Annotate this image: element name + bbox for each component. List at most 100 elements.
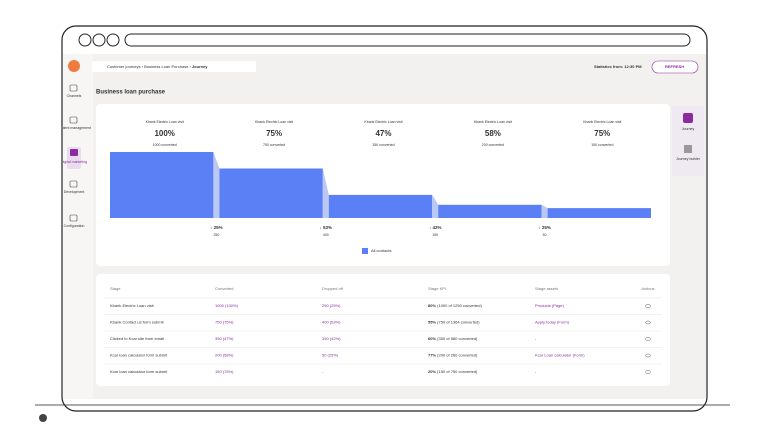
view-action[interactable] — [645, 353, 651, 358]
stage-percent: 58% — [485, 129, 501, 138]
cell: 1000 (100%) — [215, 303, 239, 308]
crumb[interactable]: Business Loan Purchase — [144, 64, 189, 69]
sidebar-label[interactable]: Channels — [67, 94, 82, 98]
stage-name: Kbank Electric Loan visit — [364, 120, 402, 124]
breadcrumb-bar — [92, 61, 256, 72]
stage-percent: 75% — [594, 129, 610, 138]
cell: 150 (75%) — [215, 369, 234, 374]
window-dot — [106, 33, 120, 47]
builder-icon[interactable] — [684, 145, 692, 153]
cell: 400 (53%) — [322, 320, 341, 325]
crumb[interactable]: Journey — [192, 64, 208, 69]
funnel-bar — [328, 194, 433, 218]
sidebar-icon — [69, 214, 78, 222]
drop-count: 400 — [323, 233, 329, 237]
view-action[interactable] — [645, 304, 651, 308]
funnel-bar — [438, 204, 542, 218]
stage-converted: 150 converted — [591, 143, 613, 147]
drop-percent: ↓ 53% — [320, 225, 333, 230]
stage-name: Kbank Electric Loan visit — [255, 120, 293, 124]
kpi-part: (200 of 260 converted) — [437, 353, 478, 358]
sidebar-label[interactable]: Digital marketing — [61, 160, 87, 164]
cell[interactable]: Apply today (Form) — [535, 320, 570, 325]
sidebar-icon — [69, 180, 78, 188]
legend-swatch — [362, 248, 368, 254]
cell: 150 (42%) — [322, 336, 341, 341]
breadcrumb[interactable]: Customer journeys › Business Loan Purcha… — [107, 64, 208, 69]
table-header: Dropped off — [322, 286, 344, 291]
stage-converted: 350 converted — [372, 143, 394, 147]
icon — [70, 149, 78, 156]
kpi-part: (750 of 1364 converted) — [437, 320, 480, 325]
cell: 750 (75%) — [215, 320, 234, 325]
drop-percent: ↓ 25% — [210, 225, 223, 230]
drop-percent: ↓ 42% — [429, 225, 442, 230]
panel-label: Journey builder — [676, 157, 701, 161]
view-action[interactable] — [645, 320, 651, 325]
kpi-part: (350 of 580 converted) — [437, 336, 478, 341]
sidebar-label[interactable]: Configuration — [64, 224, 85, 228]
cell: 200 (58%) — [215, 353, 234, 358]
address-bar[interactable] — [124, 33, 691, 47]
stage-name: Kbank Electric Loan visit — [146, 120, 184, 124]
funnel-connector — [322, 168, 329, 218]
funnel-bar — [110, 152, 214, 218]
cell[interactable]: Kcar Loan calculator (Form) — [535, 353, 585, 358]
stage-converted: 200 converted — [482, 143, 504, 147]
stage-converted: 1000 converted — [153, 143, 177, 147]
cell: Kbank Contact us form submit — [110, 320, 164, 325]
sidebar-icon — [69, 116, 78, 124]
view-action[interactable] — [645, 337, 651, 341]
funnel-bar — [219, 168, 323, 218]
sep: › — [141, 64, 145, 69]
crumb[interactable]: Customer journeys — [107, 64, 141, 69]
cell: - — [535, 336, 537, 341]
cell: Kbank Electric Loan visit — [110, 303, 154, 308]
table-header: Actions — [641, 286, 654, 291]
kpi-part: 20% — [428, 369, 436, 374]
sep: › — [188, 64, 192, 69]
funnel-bar — [547, 208, 651, 218]
drop-count: 250 — [213, 233, 219, 237]
cell: 250 (25%) — [322, 303, 341, 308]
kpi-part: 55% — [428, 320, 436, 325]
cell: 77% (200 of 260 converted) — [428, 353, 478, 358]
sidebar-label[interactable]: Development — [64, 190, 85, 194]
cell: 80% (1000 of 1250 converted) — [428, 303, 483, 308]
window-dot — [78, 33, 92, 47]
logo[interactable] — [68, 60, 80, 72]
stage-percent: 47% — [375, 129, 391, 138]
cell: Clicked to Kcar site from email — [110, 336, 164, 341]
cell: 55% (750 of 1364 converted) — [428, 320, 480, 325]
cell[interactable]: Products (Page) — [535, 303, 565, 308]
funnel-connector — [213, 152, 220, 218]
cell: Kcar loan calculator form submit — [110, 353, 168, 358]
view-action[interactable] — [645, 370, 651, 374]
table-header: Stage KPI — [428, 286, 446, 291]
kpi-part: 60% — [428, 336, 436, 341]
table-header: Stage assets — [535, 286, 558, 291]
stage-name: Kbank Electric Loan visit — [474, 120, 512, 124]
journey-icon[interactable] — [683, 113, 693, 123]
sidebar-label[interactable]: Content management — [57, 126, 91, 130]
refresh-label[interactable]: REFRESH — [665, 64, 684, 69]
cell: - — [535, 369, 537, 374]
stage-name: Kbank Electric Loan visit — [583, 120, 621, 124]
legend-label[interactable]: All contacts — [371, 248, 391, 253]
statistics: Statistics from: 12:30 PM — [594, 64, 642, 69]
cell: 20% (150 of 750 converted) — [428, 369, 478, 374]
table-card — [96, 274, 670, 386]
sidebar-icon — [69, 84, 78, 92]
drop-count: 150 — [432, 233, 438, 237]
refresh-button[interactable] — [651, 60, 699, 74]
table-header: Converted — [215, 286, 233, 291]
drop-count: 50 — [543, 233, 547, 237]
panel-label: Journey — [682, 127, 695, 131]
kpi-part: (150 of 750 converted) — [437, 369, 478, 374]
page-title: Business loan purchase — [96, 90, 166, 96]
cell: 50 (25%) — [322, 353, 339, 358]
avatar — [39, 414, 47, 422]
cell: 350 (47%) — [215, 336, 234, 341]
funnel-connector — [432, 194, 439, 218]
